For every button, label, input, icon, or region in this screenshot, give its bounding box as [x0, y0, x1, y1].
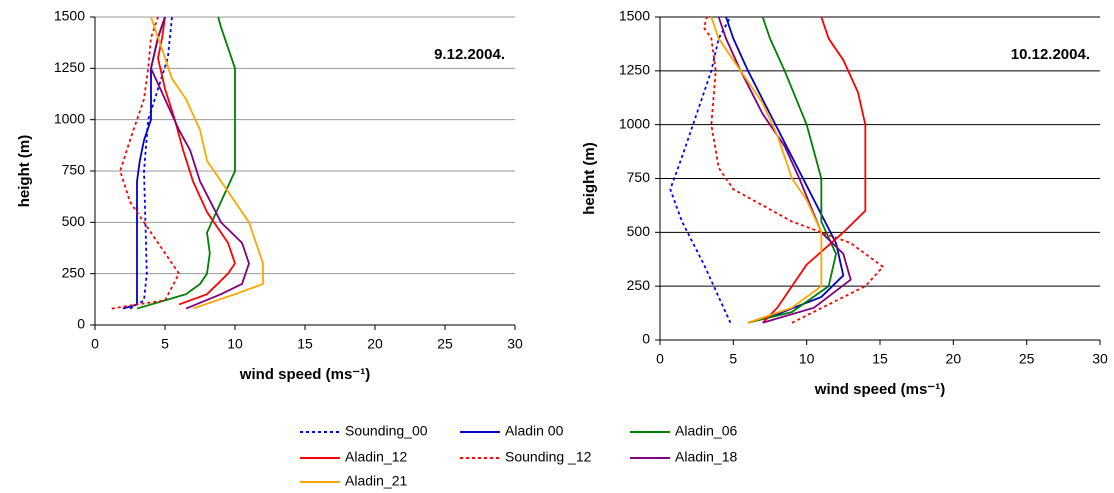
y-tick-label: 750 — [627, 169, 651, 185]
x-tick-label: 15 — [297, 336, 313, 352]
y-tick-label: 1000 — [54, 110, 85, 126]
series-line — [150, 16, 250, 310]
x-tick-label: 0 — [91, 336, 99, 352]
x-tick-label: 10 — [227, 336, 243, 352]
y-tick-label: 750 — [62, 162, 86, 178]
series-line — [710, 16, 823, 324]
x-tick-label: 25 — [1019, 351, 1035, 367]
series-line — [157, 16, 236, 306]
x-tick-label: 20 — [946, 351, 962, 367]
y-tick-label: 500 — [627, 223, 651, 239]
annotation: 9.12.2004. — [434, 46, 505, 63]
series-line — [703, 16, 885, 324]
y-tick-label: 1250 — [619, 62, 650, 78]
series-line — [136, 16, 236, 310]
legend-label: Aladin 00 — [505, 423, 564, 439]
series-line — [762, 16, 867, 324]
series-line — [717, 16, 852, 324]
x-tick-label: 30 — [507, 336, 523, 352]
series-line — [669, 16, 732, 324]
x-tick-label: 20 — [367, 336, 383, 352]
x-tick-label: 0 — [656, 351, 664, 367]
legend-label: Sounding_00 — [345, 423, 428, 439]
annotation: 10.12.2004. — [1011, 46, 1090, 63]
legend-label: Aladin_06 — [675, 423, 737, 439]
x-axis-label: wind speed (ms⁻¹) — [814, 381, 945, 398]
legend-label: Aladin_18 — [675, 449, 737, 465]
x-tick-label: 5 — [729, 351, 737, 367]
y-tick-label: 250 — [62, 264, 86, 280]
x-tick-label: 25 — [437, 336, 453, 352]
legend-label: Aladin_12 — [345, 449, 407, 465]
legend-label: Aladin_21 — [345, 473, 407, 489]
y-tick-label: 1500 — [619, 8, 650, 24]
y-tick-label: 250 — [627, 277, 651, 293]
y-tick-label: 1500 — [54, 8, 85, 24]
series-line — [747, 16, 837, 324]
x-tick-label: 5 — [161, 336, 169, 352]
y-tick-label: 1250 — [54, 59, 85, 75]
y-axis-label: height (m) — [16, 135, 33, 208]
y-tick-label: 0 — [642, 331, 650, 347]
y-tick-label: 1000 — [619, 115, 650, 131]
series-line — [111, 16, 181, 310]
x-tick-label: 10 — [799, 351, 815, 367]
x-tick-label: 15 — [872, 351, 888, 367]
series-line — [150, 16, 264, 310]
y-tick-label: 0 — [77, 316, 85, 332]
legend-label: Sounding _12 — [505, 449, 592, 465]
series-line — [725, 16, 845, 324]
y-axis-label: height (m) — [581, 142, 598, 215]
y-tick-label: 500 — [62, 213, 86, 229]
x-axis-label: wind speed (ms⁻¹) — [239, 366, 370, 383]
series-line — [129, 16, 173, 310]
x-tick-label: 30 — [1092, 351, 1108, 367]
